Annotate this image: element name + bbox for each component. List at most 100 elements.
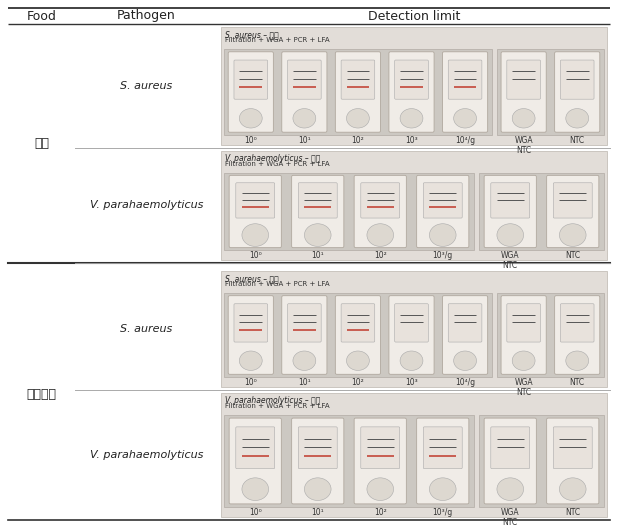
Text: NTC: NTC <box>570 136 585 145</box>
FancyBboxPatch shape <box>547 175 599 248</box>
FancyBboxPatch shape <box>292 175 344 248</box>
Ellipse shape <box>512 109 535 128</box>
FancyBboxPatch shape <box>484 175 536 248</box>
Text: V. parahaemolyticus: V. parahaemolyticus <box>90 450 203 460</box>
Ellipse shape <box>293 351 316 370</box>
Text: V. parahaemolyticus – 우력: V. parahaemolyticus – 우력 <box>225 396 320 405</box>
Ellipse shape <box>566 109 588 128</box>
FancyBboxPatch shape <box>298 183 337 218</box>
Text: WGA
NTC: WGA NTC <box>501 508 520 527</box>
FancyBboxPatch shape <box>554 52 600 132</box>
Text: 10¹: 10¹ <box>298 378 311 387</box>
Text: 10³: 10³ <box>405 378 418 387</box>
Text: NTC: NTC <box>565 508 580 517</box>
Ellipse shape <box>497 224 523 246</box>
Bar <box>224 415 474 507</box>
FancyBboxPatch shape <box>448 60 482 99</box>
FancyBboxPatch shape <box>448 304 482 342</box>
FancyBboxPatch shape <box>354 418 407 504</box>
Text: 넙치: 넙치 <box>34 137 49 150</box>
FancyBboxPatch shape <box>442 296 488 374</box>
FancyBboxPatch shape <box>442 52 488 132</box>
Bar <box>221 151 607 260</box>
Ellipse shape <box>239 351 262 370</box>
Bar <box>221 27 607 145</box>
Ellipse shape <box>305 478 331 500</box>
FancyBboxPatch shape <box>228 52 273 132</box>
FancyBboxPatch shape <box>501 52 546 132</box>
FancyBboxPatch shape <box>229 418 281 504</box>
Text: 10²: 10² <box>352 378 364 387</box>
FancyBboxPatch shape <box>341 60 375 99</box>
Text: 조피볼락: 조피볼락 <box>27 387 56 401</box>
Text: 10³: 10³ <box>405 136 418 145</box>
Ellipse shape <box>347 109 370 128</box>
Ellipse shape <box>239 109 262 128</box>
FancyBboxPatch shape <box>395 304 428 342</box>
FancyBboxPatch shape <box>236 183 274 218</box>
Bar <box>479 173 604 250</box>
Text: S. aureus – 우력: S. aureus – 우력 <box>225 274 279 283</box>
Text: NTC: NTC <box>570 378 585 387</box>
FancyBboxPatch shape <box>298 427 337 469</box>
FancyBboxPatch shape <box>229 175 281 248</box>
FancyBboxPatch shape <box>287 304 321 342</box>
Text: 10⁰: 10⁰ <box>249 251 261 260</box>
Ellipse shape <box>400 351 423 370</box>
Text: Food: Food <box>27 10 56 22</box>
Text: Filtration + WGA + PCR + LFA: Filtration + WGA + PCR + LFA <box>225 281 329 287</box>
Ellipse shape <box>242 224 269 246</box>
Text: Filtration + WGA + PCR + LFA: Filtration + WGA + PCR + LFA <box>225 161 329 167</box>
FancyBboxPatch shape <box>417 418 469 504</box>
FancyBboxPatch shape <box>554 296 600 374</box>
Ellipse shape <box>347 351 370 370</box>
Text: Filtration + WGA + PCR + LFA: Filtration + WGA + PCR + LFA <box>225 37 329 43</box>
FancyBboxPatch shape <box>336 52 381 132</box>
FancyBboxPatch shape <box>423 183 462 218</box>
Text: S. aureus: S. aureus <box>121 324 172 334</box>
Bar <box>221 271 607 387</box>
Text: 10³/g: 10³/g <box>433 508 453 517</box>
Text: 10²: 10² <box>352 136 364 145</box>
Text: WGA
NTC: WGA NTC <box>514 378 533 398</box>
FancyBboxPatch shape <box>547 418 599 504</box>
FancyBboxPatch shape <box>389 52 434 132</box>
Ellipse shape <box>242 478 269 500</box>
Text: Detection limit: Detection limit <box>368 10 460 22</box>
FancyBboxPatch shape <box>282 296 327 374</box>
Text: NTC: NTC <box>565 251 580 260</box>
Text: 10⁴/g: 10⁴/g <box>455 378 475 387</box>
Bar <box>224 173 474 250</box>
Text: 10¹: 10¹ <box>298 136 311 145</box>
FancyBboxPatch shape <box>361 427 400 469</box>
FancyBboxPatch shape <box>341 304 375 342</box>
Text: V. parahaemolyticus: V. parahaemolyticus <box>90 200 203 210</box>
Text: 10⁰: 10⁰ <box>244 136 257 145</box>
FancyBboxPatch shape <box>507 60 541 99</box>
Ellipse shape <box>400 109 423 128</box>
FancyBboxPatch shape <box>287 60 321 99</box>
Text: S. aureus – 광어: S. aureus – 광어 <box>225 30 279 39</box>
Bar <box>497 49 604 135</box>
FancyBboxPatch shape <box>292 418 344 504</box>
FancyBboxPatch shape <box>561 304 594 342</box>
Text: WGA
NTC: WGA NTC <box>514 136 533 155</box>
Text: Filtration + WGA + PCR + LFA: Filtration + WGA + PCR + LFA <box>225 403 329 409</box>
FancyBboxPatch shape <box>507 304 541 342</box>
FancyBboxPatch shape <box>491 427 530 469</box>
Bar <box>224 49 492 135</box>
FancyBboxPatch shape <box>491 183 530 218</box>
FancyBboxPatch shape <box>553 427 592 469</box>
Text: 10²: 10² <box>374 251 387 260</box>
Text: Pathogen: Pathogen <box>117 10 176 22</box>
Ellipse shape <box>566 351 588 370</box>
Text: 10⁴/g: 10⁴/g <box>455 136 475 145</box>
Ellipse shape <box>430 224 456 246</box>
Text: 10⁰: 10⁰ <box>244 378 257 387</box>
Ellipse shape <box>454 351 476 370</box>
FancyBboxPatch shape <box>389 296 434 374</box>
FancyBboxPatch shape <box>228 296 273 374</box>
Ellipse shape <box>305 224 331 246</box>
Bar <box>497 293 604 377</box>
Text: V. parahaemolyticus – 광어: V. parahaemolyticus – 광어 <box>225 154 320 163</box>
